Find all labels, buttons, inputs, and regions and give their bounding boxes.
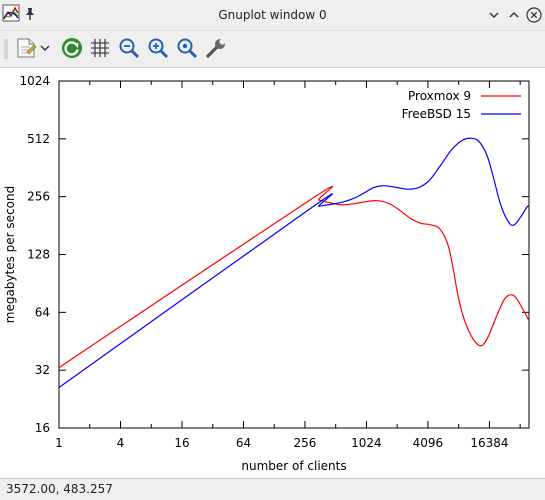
close-button[interactable]	[526, 7, 542, 23]
chevron-down-icon	[40, 45, 50, 51]
legend-label-proxmox-9: Proxmox 9	[408, 89, 471, 103]
y-tick-label: 512	[27, 132, 50, 146]
clipboard-icon	[17, 38, 37, 58]
minimize-button[interactable]	[486, 7, 502, 23]
wrench-icon	[206, 38, 226, 58]
y-tick-label: 128	[27, 248, 50, 262]
maximize-button[interactable]	[506, 7, 522, 23]
x-tick-label: 4	[117, 436, 125, 450]
zoom-fit-icon	[177, 38, 198, 59]
plot-border	[58, 80, 530, 429]
autoscale-button[interactable]	[175, 36, 199, 60]
plot-area[interactable]: 1 4 16 64 256 1024 4096 16384 16 32 64 128 256 512 102…	[0, 68, 545, 478]
x-tick-label: 4096	[413, 436, 444, 450]
gnuplot-app-icon	[2, 4, 20, 22]
refresh-icon	[62, 38, 82, 58]
chevron-up-icon	[509, 12, 519, 18]
close-icon	[530, 11, 538, 19]
copy-to-clipboard-button[interactable]	[14, 36, 38, 60]
zoom-out-icon	[119, 38, 140, 59]
menu-dropdown-button[interactable]	[38, 36, 52, 60]
pin-icon[interactable]	[24, 7, 36, 21]
legend-label-freebsd-15: FreeBSD 15	[402, 107, 471, 121]
zoom-next-button[interactable]	[146, 36, 170, 60]
settings-button[interactable]	[204, 36, 228, 60]
title-bar: Gnuplot window 0	[0, 0, 545, 31]
y-tick-label: 16	[35, 421, 50, 435]
series-line-proxmox-9	[58, 185, 530, 369]
x-tick-label: 256	[293, 436, 316, 450]
zoom-previous-button[interactable]	[117, 36, 141, 60]
window-title: Gnuplot window 0	[218, 8, 327, 22]
x-tick-label: 16384	[470, 436, 508, 450]
x-tick-label: 16	[174, 436, 189, 450]
x-axis-title: number of clients	[241, 459, 346, 473]
x-tick-label: 1024	[351, 436, 382, 450]
y-tick-label: 1024	[19, 74, 50, 88]
toolbar-handle[interactable]	[4, 37, 8, 61]
y-tick-label: 64	[35, 305, 50, 319]
y-tick-label: 32	[35, 363, 50, 377]
y-tick-label: 256	[27, 190, 50, 204]
x-tick-label: 1	[55, 436, 63, 450]
cursor-coordinates: 3572.00, 483.257	[6, 482, 113, 496]
y-axis-title: megabytes per second	[3, 186, 17, 323]
chevron-down-icon	[489, 12, 499, 18]
series-line-freebsd-15	[58, 137, 530, 388]
toolbar	[0, 31, 545, 68]
status-bar: 3572.00, 483.257	[0, 478, 545, 500]
replot-button[interactable]	[60, 36, 84, 60]
grid-icon	[91, 39, 109, 57]
zoom-in-icon	[148, 38, 169, 59]
toggle-grid-button[interactable]	[88, 36, 112, 60]
line-chart[interactable]: 1 4 16 64 256 1024 4096 16384 16 32 64 128 256 512 102…	[0, 68, 545, 478]
x-tick-label: 64	[236, 436, 251, 450]
